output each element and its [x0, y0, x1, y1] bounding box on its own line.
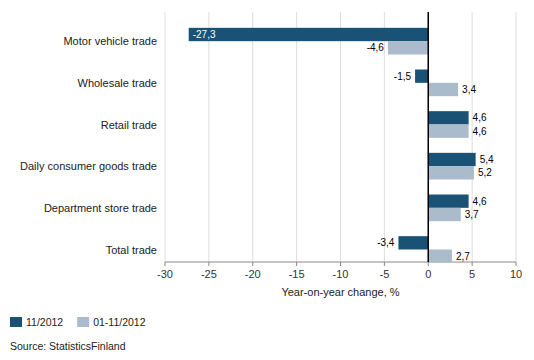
category-label: Total trade [106, 244, 157, 256]
data-label: 5,4 [480, 154, 494, 165]
legend-swatch [10, 317, 22, 327]
grid-line [252, 12, 253, 262]
grid-line [472, 12, 473, 262]
tick-mark [516, 262, 517, 266]
grid [165, 12, 516, 262]
tick-label: -30 [157, 268, 173, 280]
bar [428, 125, 468, 138]
grid-line [428, 12, 429, 262]
data-label: 4,6 [473, 196, 487, 207]
bar [189, 28, 429, 41]
category-label: Wholesale trade [78, 77, 158, 89]
tick-label: 0 [425, 268, 431, 280]
tick-label: 10 [510, 268, 522, 280]
tick-mark [340, 262, 341, 266]
tick-mark [384, 262, 385, 266]
tick-label: -10 [333, 268, 349, 280]
data-label: -1,5 [394, 71, 412, 82]
bar [428, 83, 458, 96]
grid-line [208, 12, 209, 262]
zero-line [428, 12, 430, 262]
grid-line [516, 12, 517, 262]
data-label: 3,7 [465, 209, 479, 220]
tick-label: -5 [379, 268, 389, 280]
bar [428, 195, 468, 208]
category-label: Motor vehicle trade [63, 35, 157, 47]
tick-label: 5 [469, 268, 475, 280]
tick-mark [208, 262, 209, 266]
annotation: Source: StatisticsFinland [10, 340, 126, 352]
data-label: 5,2 [478, 167, 492, 178]
bar [415, 70, 428, 83]
tick-mark [472, 262, 473, 266]
data-label: 2,7 [456, 251, 470, 262]
grid-line [296, 12, 297, 262]
category-label: Department store trade [44, 202, 157, 214]
tick-label: -15 [289, 268, 305, 280]
legend: 11/2012 01-11/2012 [10, 316, 146, 328]
data-label: -4,6 [367, 42, 385, 53]
category-label: Daily consumer goods trade [20, 160, 157, 172]
grid-line [384, 12, 385, 262]
data-label: 4,6 [473, 126, 487, 137]
bar [388, 41, 428, 54]
x-axis-label: Year-on-year change, % [281, 286, 399, 298]
bar [398, 236, 428, 249]
data-label: 4,6 [473, 112, 487, 123]
data-labels: -3,4 4,6 5,4 4,6 -1,5 -27,3 2,7 3,7 5,2 4,6 3,4 -4,… [193, 29, 494, 262]
bar [428, 153, 475, 166]
legend-label: 11/2012 [26, 316, 63, 328]
grid-line [165, 12, 166, 262]
bar [428, 166, 474, 179]
chart: -30 -25 -20 -15 -10 -5 0 5 10 Total trade Departme… [0, 0, 534, 360]
data-label: -3,4 [377, 237, 395, 248]
tick-label: -20 [245, 268, 261, 280]
legend-swatch [77, 317, 89, 327]
tick-mark [296, 262, 297, 266]
data-label: -27,3 [193, 29, 216, 40]
bar [428, 208, 460, 221]
tick-label: -25 [201, 268, 217, 280]
tick-mark [252, 262, 253, 266]
legend-label: 01-11/2012 [93, 316, 146, 328]
data-label: 3,4 [462, 84, 476, 95]
category-label: Retail trade [101, 119, 157, 131]
tick-mark [165, 262, 166, 266]
bar [428, 250, 452, 263]
grid-line [340, 12, 341, 262]
bars [189, 28, 476, 262]
tick-mark [428, 262, 429, 266]
bar [428, 111, 468, 124]
